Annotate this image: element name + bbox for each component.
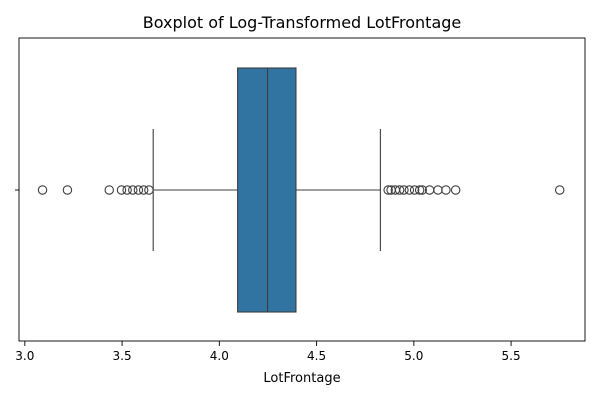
iqr-box (237, 67, 297, 313)
outlier-point (138, 185, 149, 195)
x-tick-label: 5.5 (502, 349, 521, 363)
outlier-point (417, 185, 427, 195)
outlier-point (399, 185, 409, 195)
outlier-point (144, 185, 154, 195)
x-tick-label: 5.0 (404, 349, 423, 363)
x-tick-label: 4.5 (307, 349, 326, 363)
plot-frame (18, 37, 586, 342)
outlier-point (554, 185, 565, 195)
box (237, 67, 297, 313)
outlier-point (433, 185, 443, 195)
x-axis-label: LotFrontage (263, 371, 340, 386)
outlier-point (104, 185, 114, 195)
outlier-point (116, 185, 127, 195)
outlier-point (383, 185, 393, 195)
outlier-point (133, 185, 144, 195)
outliers (37, 185, 565, 195)
outlier-point (37, 185, 48, 195)
outlier-point (122, 185, 132, 195)
x-tick-label: 4.0 (210, 349, 229, 363)
chart-title: Boxplot of Log-Transformed LotFrontage (143, 13, 462, 32)
x-axis: 3.0 3.5 4.0 4.5 5.0 5.5 (15, 189, 521, 363)
outlier-point (414, 185, 425, 195)
x-tick-label: 3.0 (15, 349, 34, 363)
outlier-point (62, 185, 73, 195)
outlier-point (441, 185, 451, 195)
x-tick-label: 3.5 (113, 349, 132, 363)
outlier-point (128, 185, 138, 195)
outlier-point (404, 185, 415, 195)
outlier-point (450, 185, 461, 195)
outlier-point (394, 185, 405, 195)
outlier-point (409, 185, 420, 195)
